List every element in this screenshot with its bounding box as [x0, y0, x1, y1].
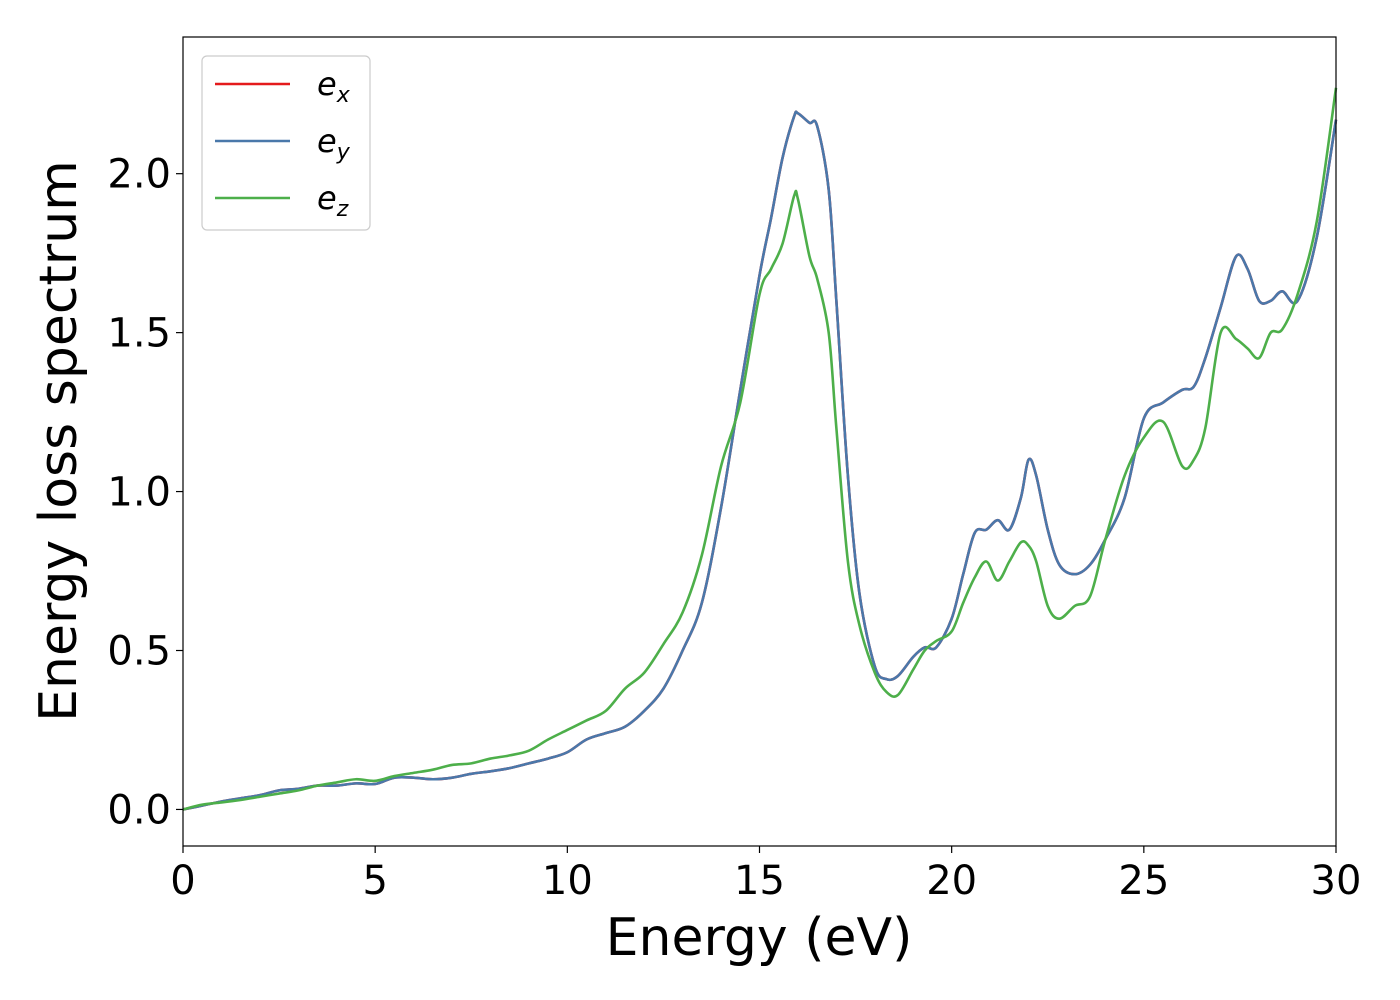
x-tick-label: 30 — [1311, 858, 1362, 904]
x-tick-label: 15 — [734, 858, 785, 904]
x-tick-label: 25 — [1118, 858, 1169, 904]
x-tick-label: 0 — [170, 858, 195, 904]
series-layer — [182, 87, 1338, 811]
legend-box — [201, 55, 371, 231]
x-tick-label: 10 — [542, 858, 593, 904]
y-tick-label: 2.0 — [107, 152, 171, 198]
legend: ex ey ez — [201, 55, 371, 231]
x-tick-label: 5 — [362, 858, 387, 904]
y-tick-label: 0.0 — [107, 787, 171, 833]
legend-label-z: ez — [317, 179, 349, 222]
y-tick-label: 1.0 — [107, 470, 171, 516]
y-axis-label: Energy loss spectrum — [29, 160, 89, 722]
legend-label-x: ex — [317, 65, 351, 108]
x-axis: 0 5 10 15 20 25 30 — [170, 846, 1361, 904]
series-line-e-z — [182, 87, 1338, 811]
series-line-e-y — [182, 110, 1338, 811]
y-axis: 0.0 0.5 1.0 1.5 2.0 — [107, 152, 183, 833]
x-axis-label: Energy (eV) — [606, 908, 913, 968]
y-tick-label: 0.5 — [107, 629, 171, 675]
legend-label-y: ey — [317, 122, 351, 165]
plot-area — [183, 37, 1336, 846]
y-tick-label: 1.5 — [107, 311, 171, 357]
x-tick-label: 20 — [926, 858, 977, 904]
